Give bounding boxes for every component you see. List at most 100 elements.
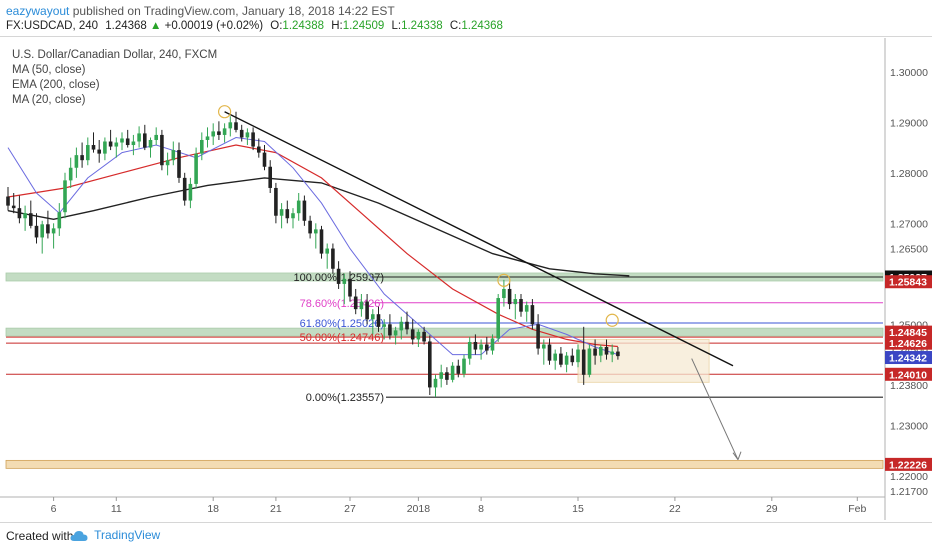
candle-body: [553, 353, 557, 361]
price-chart[interactable]: 100.00%(1.25937)78.60%(1.25426)61.80%(1.…: [0, 38, 932, 520]
author-link[interactable]: eazywayout: [6, 4, 70, 18]
x-tick-label: 18: [207, 503, 219, 515]
candle-body: [422, 331, 426, 342]
candle-body: [581, 349, 586, 375]
candle-body: [296, 200, 301, 214]
candle-body: [125, 138, 130, 146]
candle-body: [599, 347, 603, 356]
candle-body: [148, 139, 153, 148]
arrow-head-icon: [732, 451, 742, 460]
x-tick-label: 11: [111, 503, 122, 515]
candle-body: [268, 166, 272, 188]
candle-body: [604, 347, 609, 355]
candle-body: [439, 372, 443, 379]
symbol-label: FX:USDCAD, 240: [6, 20, 99, 32]
triangle-up-icon: ▲: [150, 20, 162, 32]
swing-marker-circle: [497, 273, 511, 287]
close-value: 1.24368: [461, 20, 503, 32]
y-tick-label: 1.21700: [890, 486, 928, 498]
candle-body: [108, 141, 113, 147]
ma50-line: [7, 144, 618, 348]
price-axis-tag: [885, 367, 932, 381]
candle-body: [542, 344, 546, 349]
price-axis-tag: [885, 336, 932, 350]
candle-body: [342, 278, 347, 284]
candle-body: [262, 152, 267, 167]
candle-body: [171, 150, 176, 161]
ohlc-readout: FX:USDCAD, 240 1.24368 ▲ +0.00019 (+0.02…: [6, 20, 503, 32]
candle-body: [467, 341, 472, 359]
candle-body: [131, 141, 136, 146]
price-axis-tag: [885, 351, 932, 365]
candle-body: [165, 160, 170, 166]
x-tick-label: Feb: [848, 503, 866, 515]
support-resistance-zone: [5, 327, 884, 337]
candle-body: [353, 296, 358, 310]
candle-body: [428, 341, 432, 388]
candle-body: [80, 155, 84, 161]
candle-body: [68, 167, 73, 181]
tradingview-logo[interactable]: TradingView: [70, 528, 160, 542]
y-tick-label: 1.30000: [890, 67, 928, 79]
x-tick-label: 21: [270, 503, 282, 515]
candle-body: [86, 145, 90, 161]
candle-body: [97, 149, 101, 154]
candle-body: [485, 344, 489, 351]
candle-body: [245, 132, 250, 138]
legend-ema200[interactable]: EMA (200, close): [12, 79, 100, 91]
x-tick-label: 15: [572, 503, 584, 515]
candle-body: [274, 187, 278, 216]
price-axis-tag-label: 1.24626: [889, 338, 927, 350]
swing-marker-circle: [218, 105, 232, 119]
candle-body: [160, 134, 164, 166]
high-label: H:: [331, 20, 343, 32]
candle-body: [325, 248, 329, 254]
candle-body: [410, 329, 415, 340]
x-tick-label: 2018: [407, 503, 431, 515]
candle-body: [239, 129, 244, 138]
low-value: 1.24338: [401, 20, 443, 32]
candle-body: [308, 220, 312, 234]
fib-level-label: 78.60%(1.25426): [300, 298, 384, 310]
candle-body: [547, 344, 552, 361]
candle-body: [473, 341, 478, 350]
candle-body: [46, 224, 50, 234]
ma20-line: [7, 136, 619, 356]
candle-body: [479, 344, 483, 350]
candle-body: [456, 365, 461, 374]
candle-body: [536, 324, 540, 349]
footer: Created with TradingView: [0, 522, 932, 551]
candle-body: [382, 324, 386, 327]
candle-body: [194, 153, 198, 184]
candle-body: [319, 229, 324, 254]
candle-body: [23, 213, 27, 219]
candle-body: [103, 141, 107, 154]
candle-body: [114, 142, 119, 147]
chart-area[interactable]: 100.00%(1.25937)78.60%(1.25426)61.80%(1.…: [0, 38, 932, 520]
descending-trendline: [224, 111, 734, 367]
price-axis-tag-label: 1.22226: [889, 459, 927, 471]
candle-body: [51, 228, 56, 234]
candle-body: [63, 180, 67, 213]
legend-ma50[interactable]: MA (50, close): [12, 64, 86, 76]
candle-body: [137, 133, 141, 142]
x-tick-label: 29: [766, 503, 778, 515]
legend-ma20[interactable]: MA (20, close): [12, 94, 86, 106]
tradingview-brand: TradingView: [94, 528, 161, 542]
y-tick-label: 1.26500: [890, 244, 928, 256]
candle-body: [291, 213, 295, 219]
y-tick-label: 1.22000: [890, 471, 928, 483]
fib-level-label: 61.80%(1.25026): [300, 318, 384, 330]
projection-arrow-line: [691, 358, 739, 460]
close-label: C:: [449, 20, 462, 32]
candle-body: [507, 288, 512, 305]
candle-body: [524, 305, 529, 312]
candle-body: [120, 138, 124, 143]
candle-body: [530, 305, 535, 325]
candle-body: [177, 150, 181, 178]
candle-body: [502, 288, 506, 299]
ema200-line: [7, 177, 630, 277]
publish-info: published on TradingView.com, January 18…: [72, 4, 395, 18]
candle-body: [74, 155, 79, 168]
price-axis-tag: [885, 275, 932, 289]
